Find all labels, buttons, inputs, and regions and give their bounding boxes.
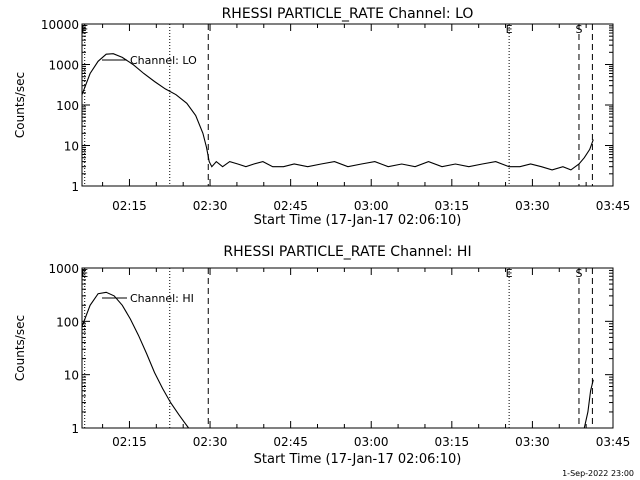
y-tick-label: 100 — [56, 315, 79, 329]
x-axis-label: Start Time (17-Jan-17 02:06:10) — [254, 452, 462, 467]
x-tick-label: 03:00 — [354, 199, 389, 213]
y-tick-label: 10 — [64, 369, 79, 383]
y-tick-label: 1 — [71, 180, 79, 194]
chart-hi: RHESSI PARTICLE_RATE Channel: HI Counts/s… — [13, 244, 630, 467]
marker-label: E — [506, 23, 513, 36]
y-tick-label: 1 — [71, 422, 79, 436]
chart-lo: RHESSI PARTICLE_RATE Channel: LO Counts/s… — [13, 6, 630, 228]
legend-label: Channel: HI — [130, 292, 194, 305]
y-axis-label: Counts/sec — [13, 72, 27, 138]
chart-title: RHESSI PARTICLE_RATE Channel: HI — [223, 244, 471, 260]
y-tick-label: 1000 — [48, 59, 79, 73]
legend-label: Channel: LO — [130, 54, 197, 67]
x-tick-label: 03:45 — [596, 199, 631, 213]
y-axis-label: Counts/sec — [13, 315, 27, 381]
series-line — [583, 379, 594, 429]
x-tick-label: 02:30 — [193, 435, 228, 449]
x-tick-label: 02:15 — [112, 199, 147, 213]
y-tick-label: 10 — [64, 140, 79, 154]
marker-label: E — [81, 23, 88, 36]
x-tick-label: 03:15 — [435, 435, 470, 449]
series-line — [81, 291, 190, 429]
y-tick-label: 10000 — [41, 18, 79, 32]
x-tick-label: 03:00 — [354, 435, 389, 449]
x-tick-label: 02:30 — [193, 199, 228, 213]
x-tick-label: 02:15 — [112, 435, 147, 449]
y-tick-label: 100 — [56, 99, 79, 113]
footer-date: 1-Sep-2022 23:00 — [562, 469, 634, 478]
chart-title: RHESSI PARTICLE_RATE Channel: LO — [222, 6, 474, 22]
x-axis-label: Start Time (17-Jan-17 02:06:10) — [254, 213, 462, 228]
marker-label: S — [575, 23, 582, 36]
plot-frame — [81, 267, 614, 429]
series-line — [81, 53, 594, 171]
marker-label: S — [575, 267, 582, 280]
x-tick-label: 03:45 — [596, 435, 631, 449]
x-tick-label: 03:30 — [515, 435, 550, 449]
x-tick-label: 02:45 — [273, 199, 308, 213]
plot-frame — [81, 23, 614, 187]
marker-label: E — [81, 267, 88, 280]
x-tick-label: 03:30 — [515, 199, 550, 213]
marker-label: E — [506, 267, 513, 280]
y-tick-label: 1000 — [48, 262, 79, 276]
x-tick-label: 02:45 — [273, 435, 308, 449]
x-tick-label: 03:15 — [435, 199, 470, 213]
